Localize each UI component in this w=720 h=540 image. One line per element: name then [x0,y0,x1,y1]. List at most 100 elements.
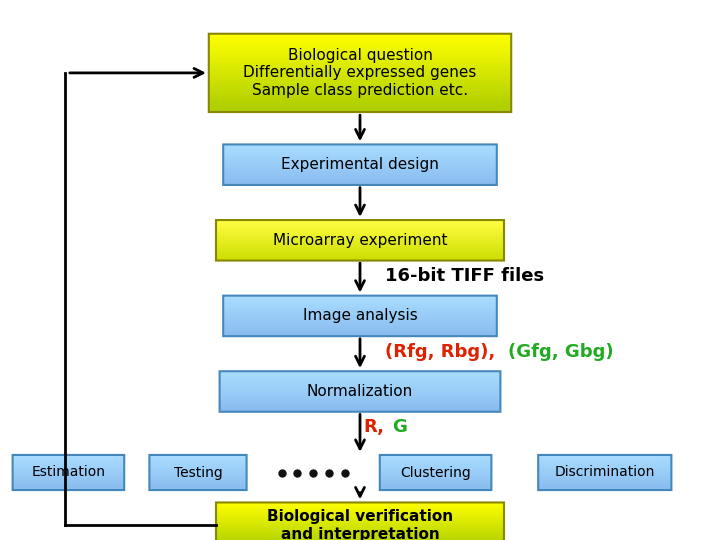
Bar [538,469,671,470]
Bar [216,238,504,239]
Bar [538,468,671,470]
Bar [220,402,500,404]
Bar [150,460,246,461]
Bar [223,148,497,150]
Bar [216,525,504,527]
Bar [209,106,511,108]
Bar [380,480,491,481]
Bar [13,459,124,460]
Bar [538,467,671,468]
Bar [209,69,511,70]
Bar [380,485,491,487]
Bar [223,175,497,176]
Bar [13,480,124,481]
Bar [223,330,497,332]
Bar [209,48,511,50]
Bar [216,246,504,248]
Bar [220,402,500,403]
Bar [216,517,504,518]
Bar [220,375,500,376]
Bar [13,478,124,479]
Bar [223,145,497,146]
Bar [223,323,497,325]
Bar [13,488,124,489]
Bar [220,381,500,382]
Bar [538,487,671,488]
Bar [223,167,497,168]
Bar [538,480,671,481]
Bar [223,150,497,151]
Bar [538,459,671,460]
Bar [380,467,491,468]
Bar [13,484,124,485]
Bar [223,157,497,158]
Bar [223,150,497,151]
Bar [13,487,124,488]
Bar [13,487,124,488]
Bar [13,463,124,464]
Bar [220,393,500,394]
Bar [216,232,504,233]
Bar [223,156,497,157]
Bar [538,461,671,462]
Bar [216,514,504,515]
Bar [150,471,246,472]
Bar [209,33,511,35]
Bar [380,484,491,485]
Bar [13,460,124,461]
Bar [150,471,246,472]
Bar [538,464,671,465]
Bar [150,487,246,488]
Bar [209,98,511,100]
Bar [223,174,497,176]
Bar [216,232,504,233]
Bar [538,474,671,475]
Bar [13,469,124,470]
Bar [223,306,497,307]
Bar [223,181,497,183]
Bar [13,477,124,478]
Bar [220,389,500,390]
Bar [209,62,511,64]
Bar [538,462,671,463]
Bar [223,326,497,327]
Bar [209,93,511,95]
Bar [223,311,497,313]
Text: Biological question
Differentially expressed genes
Sample class prediction etc.: Biological question Differentially expre… [243,48,477,98]
Bar [216,529,504,530]
Bar [223,310,497,312]
Bar [216,255,504,256]
Bar [220,392,500,393]
Bar [13,472,124,474]
Bar [380,458,491,459]
Bar [150,478,246,480]
Bar [216,243,504,244]
Bar [223,161,497,162]
Bar [220,410,500,411]
Bar [380,455,491,456]
Bar [223,164,497,165]
Bar [223,328,497,329]
Bar [13,458,124,459]
Bar [150,456,246,457]
Bar [380,477,491,478]
Bar [220,372,500,373]
Bar [223,314,497,315]
Bar [538,460,671,461]
Bar [150,482,246,483]
Bar [220,409,500,410]
Bar [220,404,500,406]
Bar [216,229,504,230]
Bar [223,184,497,185]
Bar [223,158,497,159]
Bar [209,35,511,36]
Bar [223,309,497,310]
Bar [220,387,500,388]
Bar [223,181,497,183]
Bar [209,51,511,53]
Bar [13,474,124,475]
Bar [223,327,497,328]
Bar [13,456,124,457]
Bar [223,167,497,168]
Bar [538,468,671,469]
